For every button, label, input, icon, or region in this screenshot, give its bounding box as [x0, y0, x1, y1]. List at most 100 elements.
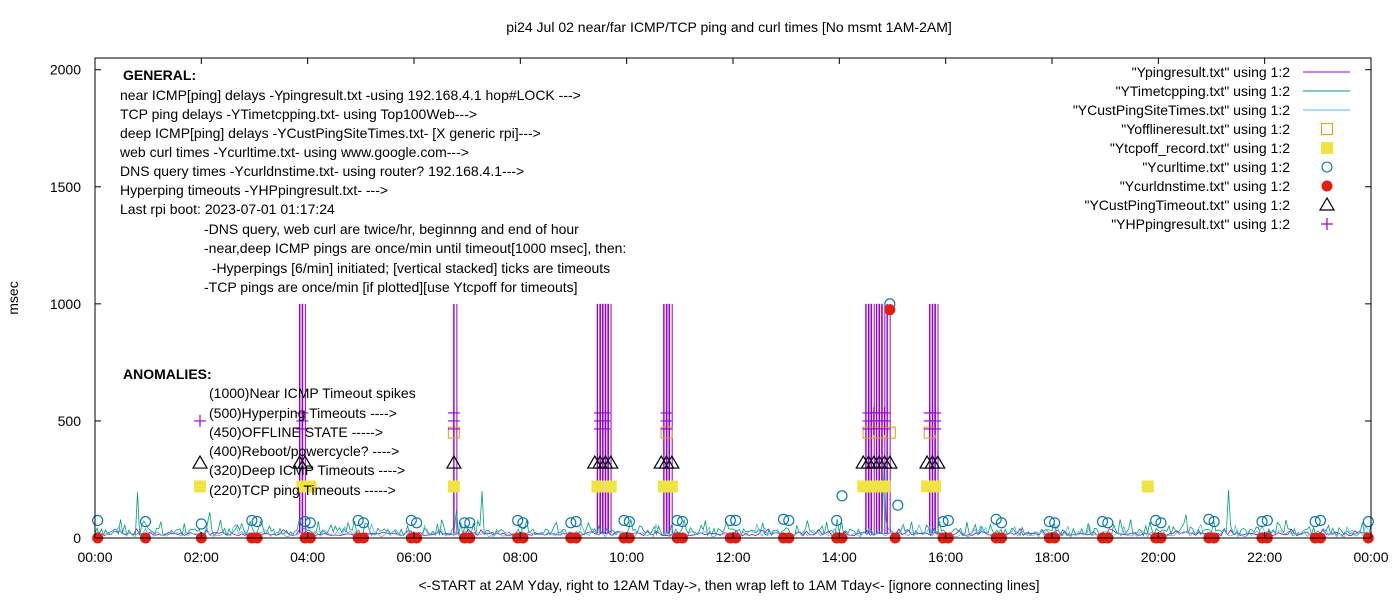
data-point — [570, 516, 582, 528]
general-line: deep ICMP[ping] delays -YCustPingSiteTim… — [120, 125, 541, 141]
data-point — [1096, 516, 1109, 528]
anomaly-key-markers — [191, 414, 209, 493]
data-point — [878, 480, 891, 493]
data-point — [464, 517, 476, 529]
x-axis-label: <-START at 2AM Yday, right to 12AM Tday-… — [418, 577, 1039, 593]
data-point — [724, 514, 736, 526]
series-layer — [92, 298, 1374, 544]
y-tick-label: 2000 — [50, 62, 81, 78]
x-tick-label: 00:00 — [1353, 549, 1388, 565]
data-point — [618, 514, 630, 526]
data-point — [304, 480, 317, 493]
data-point — [676, 516, 689, 528]
legend-swatch — [1321, 218, 1333, 230]
data-point — [195, 518, 207, 530]
anomaly-line: (450)OFFLINE STATE -----> — [209, 424, 383, 440]
legend-label: "Yofflineresult.txt" using 1:2 — [1121, 121, 1290, 137]
x-tick-label: 08:00 — [503, 549, 538, 565]
data-point — [1043, 516, 1055, 528]
hyperping-marker — [929, 422, 942, 435]
anomaly-line: (320)Deep ICMP Timeouts ----> — [209, 462, 405, 478]
anomaly-line: (400)Reboot/powercycle? ----> — [209, 443, 399, 459]
data-point — [445, 454, 462, 469]
data-point — [942, 514, 954, 526]
data-point — [1102, 517, 1114, 529]
anomaly-key-marker — [191, 454, 209, 469]
data-point — [730, 514, 742, 526]
data-point — [1362, 516, 1374, 528]
data-point — [783, 514, 795, 526]
y-tick-label: 500 — [58, 413, 82, 429]
general-line: TCP ping delays -YTimetcpping.txt- using… — [120, 106, 477, 122]
anomalies-header: ANOMALIES: — [123, 366, 212, 382]
anomaly-key-marker — [194, 414, 206, 427]
general-line: web curl times -Ycurltime.txt- using www… — [119, 144, 469, 160]
x-tick-label: 16:00 — [928, 549, 963, 565]
data-point — [246, 514, 258, 526]
legend-swatch — [1321, 161, 1333, 173]
data-point — [565, 517, 577, 529]
x-tick-label: 06:00 — [396, 549, 431, 565]
data-point — [892, 499, 904, 511]
note-line: -TCP pings are once/min [if plotted][use… — [204, 279, 578, 295]
anomaly-line: (500)Hyperping Timeouts ----> — [209, 405, 397, 421]
data-point — [665, 480, 678, 493]
general-line: DNS query times -Ycurldnstime.txt- using… — [120, 163, 524, 179]
note-line: -DNS query, web curl are twice/hr, begin… — [204, 221, 579, 237]
data-point — [1256, 516, 1268, 528]
data-point — [671, 514, 683, 526]
general-line: Last rpi boot: 2023-07-01 01:17:24 — [120, 201, 335, 217]
legend-swatch — [1321, 123, 1333, 135]
data-point — [296, 454, 314, 469]
legend: "Ypingresult.txt" using 1:2 "YTimetcpping… — [1073, 64, 1350, 232]
data-point — [1155, 517, 1167, 529]
legend-label: "Ycurldnstime.txt" using 1:2 — [1120, 178, 1290, 194]
data-point — [995, 517, 1008, 529]
data-point — [1049, 517, 1061, 529]
data-point — [411, 517, 423, 529]
y-tick-label: 1000 — [50, 296, 81, 312]
chart-title: pi24 Jul 02 near/far ICMP/TCP ping and c… — [506, 19, 952, 35]
legend-swatch — [1318, 196, 1336, 211]
hyperping-marker — [447, 422, 460, 435]
legend-label: "YCustPingTimeout.txt" using 1:2 — [1084, 197, 1290, 213]
data-point — [929, 454, 946, 469]
legend-label: "Ycurltime.txt" using 1:2 — [1142, 159, 1290, 175]
data-point — [604, 480, 617, 493]
x-tick-label: 20:00 — [1141, 549, 1176, 565]
hyperping-marker — [660, 422, 673, 435]
data-point — [1208, 516, 1220, 528]
data-point — [1261, 514, 1273, 526]
data-point — [1309, 516, 1321, 528]
axes-layer: 00:00 02:00 04:00 06:00 08:00 10:00 12:00 14:00… — [50, 58, 1389, 565]
data-point — [251, 516, 263, 528]
general-annotation: GENERAL: near ICMP[ping] delays -Ypingre… — [119, 67, 626, 295]
hyperping-marker — [296, 422, 309, 435]
series-line — [94, 467, 1372, 538]
data-point — [1141, 480, 1154, 493]
data-point — [139, 516, 152, 528]
data-point — [512, 514, 524, 526]
legend-label: "Ytcpoff_record.txt" using 1:2 — [1110, 140, 1290, 156]
x-tick-label: 22:00 — [1247, 549, 1282, 565]
legend-swatch — [1321, 142, 1333, 154]
general-line: Hyperping timeouts -YHPpingresult.txt- -… — [120, 182, 388, 198]
x-tick-label: 02:00 — [184, 549, 219, 565]
x-tick-label: 12:00 — [715, 549, 750, 565]
anomaly-line: (1000)Near ICMP Timeout spikes — [209, 385, 416, 401]
data-point — [831, 514, 843, 526]
data-point — [299, 516, 311, 528]
x-tick-label: 14:00 — [822, 549, 857, 565]
legend-label: "YHPpingresult.txt" using 1:2 — [1111, 216, 1290, 232]
data-point — [92, 514, 104, 526]
note-line: -near,deep ICMP pings are once/min until… — [204, 240, 626, 256]
data-point — [623, 516, 635, 528]
hyperping-marker — [599, 422, 612, 435]
y-axis-label: msec — [5, 281, 21, 314]
legend-label: "Ypingresult.txt" using 1:2 — [1132, 64, 1291, 80]
legend-swatch — [1321, 180, 1333, 192]
data-point — [1203, 513, 1215, 525]
x-tick-label: 00:00 — [77, 549, 112, 565]
anomaly-key-marker — [194, 480, 206, 493]
